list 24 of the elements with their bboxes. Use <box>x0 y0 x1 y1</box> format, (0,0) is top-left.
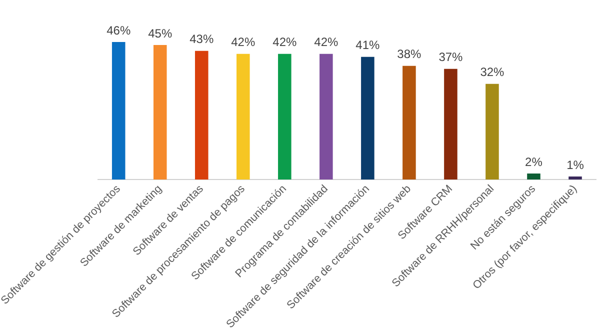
bar <box>527 174 540 180</box>
bar <box>236 54 250 180</box>
bar <box>320 54 333 180</box>
data-label: 1% <box>566 158 584 172</box>
data-label: 41% <box>356 38 380 52</box>
data-label: 42% <box>314 35 339 50</box>
bar <box>194 50 208 180</box>
bar <box>112 42 126 180</box>
data-label: 42% <box>231 35 256 50</box>
bar <box>153 44 167 180</box>
bar <box>361 56 374 180</box>
data-label: 45% <box>148 26 172 40</box>
bar <box>402 66 416 180</box>
data-label: 38% <box>397 47 422 62</box>
data-label: 46% <box>106 23 131 38</box>
data-label: 2% <box>525 154 543 169</box>
data-label: 37% <box>438 50 464 64</box>
data-label: 42% <box>272 35 297 50</box>
data-label: 43% <box>190 32 214 46</box>
bar <box>278 54 292 180</box>
bar <box>444 68 458 180</box>
bar <box>568 176 582 180</box>
bar <box>486 84 499 180</box>
data-label: 32% <box>480 65 505 80</box>
